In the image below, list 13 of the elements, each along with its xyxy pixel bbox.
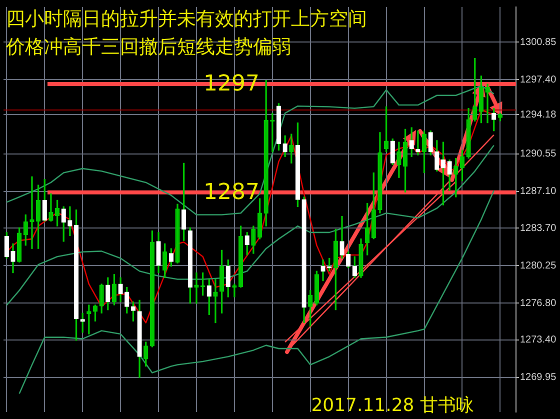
y-tick-label: 1287.10 bbox=[520, 186, 557, 198]
y-tick-label: 1269.95 bbox=[520, 372, 557, 384]
y-tick-label: 1280.25 bbox=[520, 260, 557, 272]
y-tick-label: 1290.55 bbox=[520, 148, 557, 160]
candlestick bbox=[68, 206, 72, 236]
y-tick-label: 1276.80 bbox=[520, 298, 557, 309]
candlestick bbox=[320, 260, 326, 282]
candlestick bbox=[416, 130, 420, 156]
y-tick-label: 1283.70 bbox=[520, 222, 557, 234]
y-tick-label: 1273.40 bbox=[520, 334, 557, 346]
y-tick-label: 1294.18 bbox=[520, 109, 557, 120]
y-tick-label: 1297.40 bbox=[520, 74, 557, 86]
y-tick-label: 1300.85 bbox=[520, 36, 557, 48]
